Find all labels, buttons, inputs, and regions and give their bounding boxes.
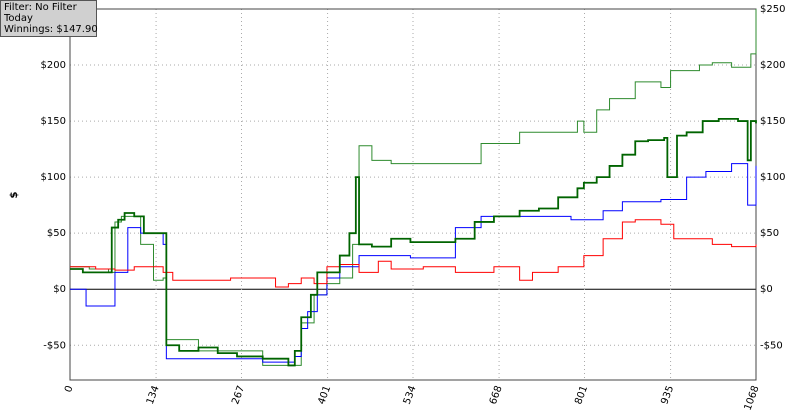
y-tick-label: $50: [47, 228, 66, 239]
y-tick-label-right: $150: [760, 116, 785, 127]
info-text: Today: [3, 13, 33, 24]
y-tick-label-right: $100: [760, 172, 785, 183]
y-tick-label-right: $250: [760, 4, 785, 15]
y-tick-label-right: -$50: [760, 340, 783, 351]
y-tick-label: $150: [41, 116, 66, 127]
info-text: Winnings: $147.90: [4, 24, 98, 35]
series-line: [70, 117, 757, 367]
y-tick-label-right: $200: [760, 60, 785, 71]
y-tick-label: $0: [53, 284, 66, 295]
y-tick-label: $100: [41, 172, 66, 183]
info-box: [0, 0, 97, 37]
y-tick-label: $200: [41, 60, 66, 71]
info-text: Filter: No Filter: [4, 2, 78, 13]
series-line: [70, 219, 757, 288]
y-axis-label: $: [9, 191, 20, 198]
y-tick-label-right: $50: [760, 228, 779, 239]
series-line: [70, 9, 757, 366]
y-tick-label-right: $0: [760, 284, 773, 295]
y-tick-label: -$50: [43, 340, 66, 351]
x-tick-label: 0: [63, 384, 76, 394]
